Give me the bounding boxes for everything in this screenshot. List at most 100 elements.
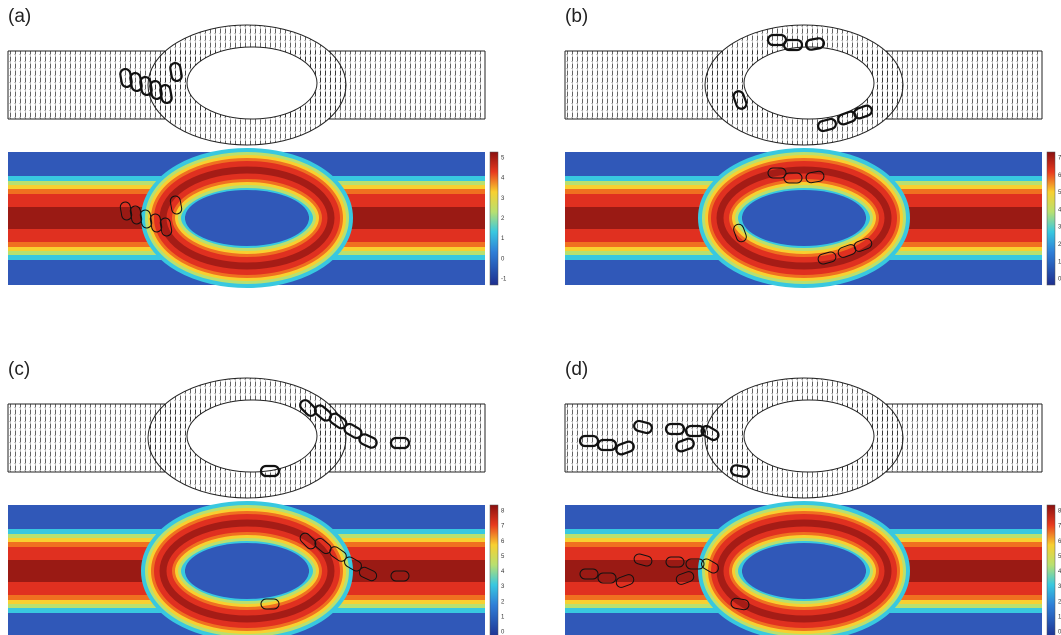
colorbar-tick-label: 0 xyxy=(501,630,505,635)
flow-ring xyxy=(716,519,892,623)
cell xyxy=(805,170,825,184)
cell xyxy=(596,438,618,452)
hole xyxy=(186,399,318,473)
cell xyxy=(119,201,133,221)
colorbar-tick-label: 3 xyxy=(1058,225,1061,231)
flow-ring xyxy=(159,166,335,270)
cell xyxy=(730,597,750,611)
hole xyxy=(186,46,318,120)
colorbar-tick-label: 6 xyxy=(501,539,505,545)
colorbar-tick-label: 3 xyxy=(1058,584,1061,590)
panel: (b) 7 6 5 4 3 2 1 0 xyxy=(564,6,1061,288)
colorbar-tick-label: 8 xyxy=(501,509,505,515)
cell xyxy=(665,556,685,568)
colorbar-tick-label: 0 xyxy=(1058,630,1061,635)
hole xyxy=(743,399,875,473)
heatmap xyxy=(8,501,485,635)
heatmap xyxy=(565,501,1042,635)
heatmap xyxy=(565,148,1042,288)
panel-label: (d) xyxy=(565,359,588,380)
colorbar-tick-label: 7 xyxy=(1058,524,1061,530)
hole xyxy=(742,190,866,246)
colorbar-tick-label: 0 xyxy=(501,256,505,262)
colorbar-tick-label: 3 xyxy=(501,584,505,590)
colorbar-tick-label: 2 xyxy=(501,599,505,605)
cell xyxy=(633,419,653,435)
cell xyxy=(358,433,378,449)
cell xyxy=(169,195,183,215)
cell xyxy=(159,83,173,105)
colorbar-tick-label: 5 xyxy=(501,156,505,162)
cell xyxy=(299,532,317,550)
cell xyxy=(684,424,706,438)
colorbar xyxy=(1046,151,1056,286)
colorbar-tick-label: 6 xyxy=(1058,539,1061,545)
cell xyxy=(615,574,635,588)
colorbar-tick-label: 5 xyxy=(1058,190,1061,196)
cell xyxy=(804,37,826,51)
colorbar-tick-label: 1 xyxy=(501,614,505,620)
cell xyxy=(732,90,748,110)
colorbar-tick-label: 7 xyxy=(1058,156,1061,162)
cell xyxy=(139,209,153,229)
colorbar-tick-label: 4 xyxy=(501,569,505,575)
cell xyxy=(129,205,143,225)
velocity-field xyxy=(564,24,1043,146)
colorbar-tick-label: 2 xyxy=(1058,599,1061,605)
cell xyxy=(701,558,719,574)
cell xyxy=(633,553,653,567)
panel: (d) 8 7 6 5 4 3 2 1 0 xyxy=(564,359,1061,635)
cell xyxy=(675,571,695,585)
hole xyxy=(743,46,875,120)
hole xyxy=(185,543,309,599)
panel: (c) 8 7 6 5 4 3 2 1 0 xyxy=(7,359,505,635)
cell xyxy=(149,213,163,233)
cell xyxy=(159,217,173,237)
heatmap xyxy=(8,148,485,288)
cell xyxy=(733,223,747,243)
colorbar-tick-label: 0 xyxy=(1058,277,1061,283)
velocity-field xyxy=(7,24,486,146)
flow-ring xyxy=(159,519,335,623)
cell xyxy=(664,422,686,436)
colorbar-tick-label: 4 xyxy=(1058,207,1061,213)
cell xyxy=(390,570,410,582)
cell xyxy=(259,464,281,478)
colorbar-tick-label: 4 xyxy=(501,176,505,182)
cell xyxy=(700,424,720,442)
colorbar-tick-label: 1 xyxy=(501,236,505,242)
cell xyxy=(837,244,857,258)
cell xyxy=(853,238,873,252)
colorbar xyxy=(489,504,499,635)
colorbar-tick-label: 2 xyxy=(1058,242,1061,248)
colorbar-tick-label: -1 xyxy=(501,277,507,283)
cell xyxy=(729,464,751,478)
cell xyxy=(299,399,317,417)
cell xyxy=(578,434,600,448)
cell xyxy=(389,436,411,450)
cell xyxy=(853,104,873,120)
cell xyxy=(169,61,183,83)
panel-label: (b) xyxy=(565,6,588,27)
velocity-field xyxy=(7,377,486,499)
flow-ring xyxy=(716,166,892,270)
cell xyxy=(597,572,617,584)
panel-label: (c) xyxy=(8,359,30,380)
colorbar xyxy=(489,151,499,286)
cell xyxy=(783,172,803,184)
cell xyxy=(260,598,280,610)
panel-label: (a) xyxy=(8,6,31,27)
colorbar-tick-label: 5 xyxy=(501,554,505,560)
cell xyxy=(782,38,804,52)
colorbar-tick-label: 4 xyxy=(1058,569,1061,575)
velocity-field xyxy=(564,377,1043,499)
cell xyxy=(817,251,837,265)
cell xyxy=(579,568,599,580)
colorbar-tick-label: 1 xyxy=(1058,614,1061,620)
hole xyxy=(185,190,309,246)
colorbar-tick-label: 8 xyxy=(1058,509,1061,515)
cell xyxy=(817,117,837,133)
cell xyxy=(767,167,787,179)
panel: (a) 5 4 3 2 1 0 -1 xyxy=(7,6,507,288)
